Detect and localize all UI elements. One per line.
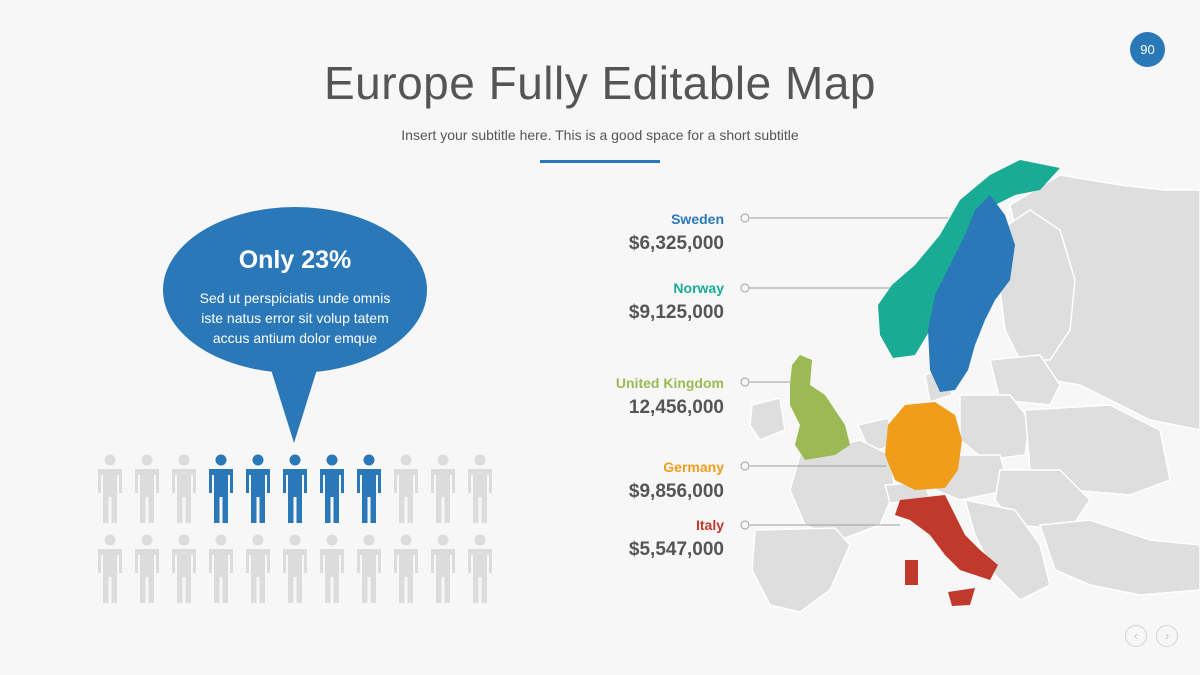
map-bulgaria-turkey — [1038, 519, 1200, 596]
person-icon — [468, 454, 492, 523]
stat-name: Sweden — [671, 211, 724, 227]
map-ireland — [749, 397, 786, 441]
person-icon — [209, 534, 233, 603]
person-icon — [172, 454, 196, 523]
stat-germany: Germany $9,856,000 — [629, 459, 724, 503]
person-icon — [431, 534, 455, 603]
person-icon — [172, 534, 196, 603]
person-icon — [246, 454, 270, 523]
map-norway — [878, 160, 1060, 358]
map-united-kingdom — [790, 355, 850, 460]
person-icon — [394, 534, 418, 603]
map-sweden — [928, 195, 1015, 392]
stat-italy: Italy $5,547,000 — [629, 517, 724, 561]
map-sicily — [948, 588, 975, 606]
page-number-badge: 90 — [1130, 32, 1165, 67]
stat-value: $9,125,000 — [628, 302, 724, 323]
people-pictogram — [98, 454, 492, 603]
map-germany — [885, 402, 962, 490]
person-icon — [283, 454, 307, 523]
connector-dot-germany — [740, 461, 750, 471]
title-underline — [540, 160, 660, 163]
stat-value: $5,547,000 — [628, 539, 724, 560]
speech-bubble — [163, 207, 427, 443]
person-icon — [246, 534, 270, 603]
map-spain-portugal — [751, 527, 851, 613]
map-balkans — [963, 499, 1051, 601]
connector-dot-italy — [740, 520, 750, 530]
person-icon — [357, 454, 381, 523]
person-icon — [357, 534, 381, 603]
connector-dot-sweden — [740, 213, 750, 223]
chevron-left-icon[interactable]: ‹ — [1125, 625, 1147, 647]
person-icon — [98, 454, 122, 523]
stat-name: Norway — [673, 280, 724, 296]
callout-body: Sed ut perspiciatis unde omnis iste natu… — [199, 290, 391, 346]
stat-name: United Kingdom — [615, 375, 724, 391]
person-icon — [431, 454, 455, 523]
person-icon — [320, 454, 344, 523]
person-icon — [135, 534, 159, 603]
connector-dot-united-kingdom — [740, 377, 750, 387]
slide-subtitle: Insert your subtitle here. This is a goo… — [401, 127, 799, 143]
connector-dot-norway — [740, 283, 750, 293]
person-icon — [98, 534, 122, 603]
person-icon — [320, 534, 344, 603]
chevron-right-icon[interactable]: › — [1156, 625, 1178, 647]
stat-sweden: Sweden $6,325,000 — [629, 211, 724, 255]
stat-value: 12,456,000 — [628, 397, 724, 418]
stat-name: Germany — [663, 459, 724, 475]
person-icon — [209, 454, 233, 523]
stat-value: $9,856,000 — [628, 481, 724, 502]
person-icon — [394, 454, 418, 523]
stat-name: Italy — [695, 517, 724, 533]
map-finland — [999, 209, 1076, 361]
stat-value: $6,325,000 — [628, 233, 724, 254]
person-icon — [135, 454, 159, 523]
callout-headline: Only 23% — [238, 246, 352, 274]
slide-title: Europe Fully Editable Map — [323, 57, 876, 109]
map-sardinia — [905, 560, 918, 585]
map-italy — [895, 495, 998, 580]
map-baltics — [989, 354, 1061, 406]
person-icon — [283, 534, 307, 603]
stat-united-kingdom: United Kingdom 12,456,000 — [616, 375, 724, 419]
stat-norway: Norway $9,125,000 — [629, 280, 724, 324]
person-icon — [468, 534, 492, 603]
